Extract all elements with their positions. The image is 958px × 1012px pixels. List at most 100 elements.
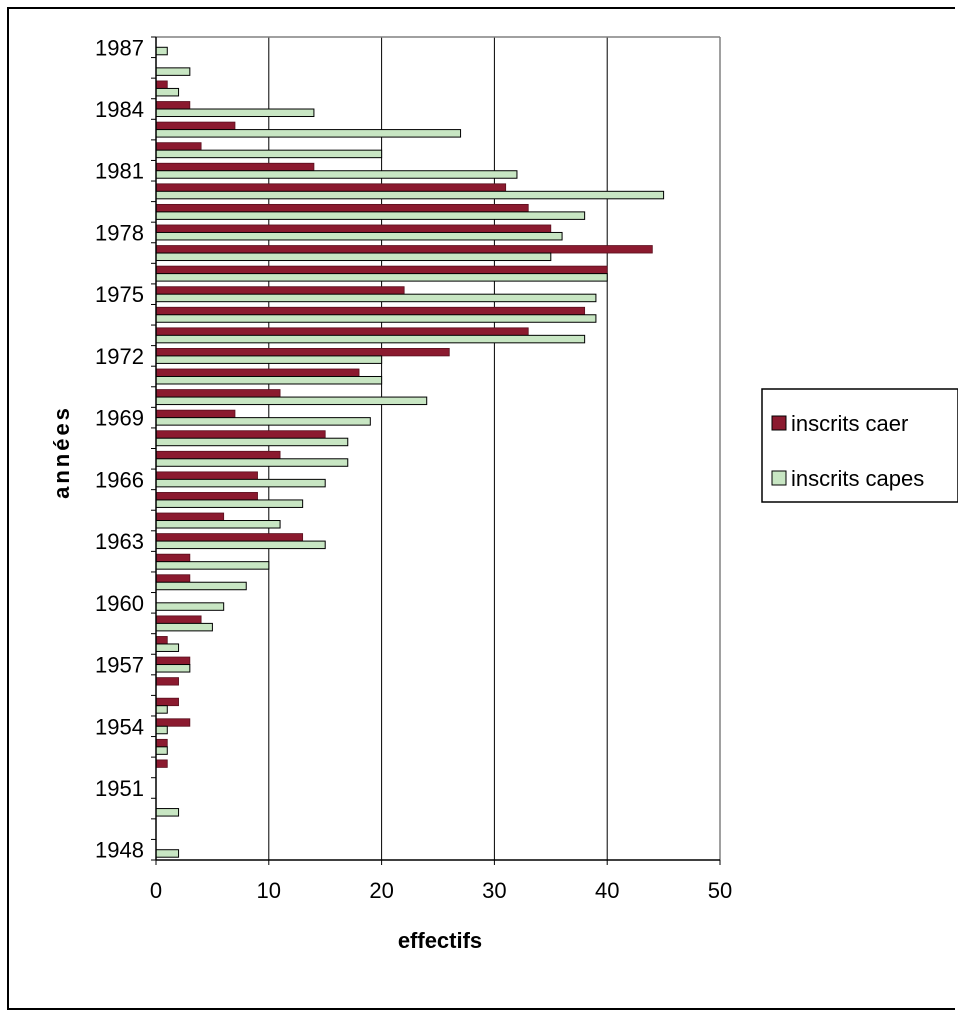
x-tick-label: 40 bbox=[595, 878, 619, 903]
bar-caer bbox=[155, 306, 586, 316]
bar-caer bbox=[155, 759, 168, 768]
y-tick-label: 1969 bbox=[95, 406, 144, 431]
bar-caer bbox=[155, 492, 258, 501]
y-tick-label: 1954 bbox=[95, 714, 144, 739]
bar-caer bbox=[155, 615, 202, 624]
bar-capes bbox=[155, 664, 191, 673]
bar-capes bbox=[155, 293, 597, 303]
bar-capes bbox=[155, 478, 326, 488]
grid-layer bbox=[155, 37, 721, 860]
bar-capes bbox=[155, 417, 371, 426]
bar-capes bbox=[155, 46, 168, 56]
bar-capes bbox=[155, 314, 597, 323]
bar-caer bbox=[155, 327, 529, 336]
bar-caer bbox=[155, 348, 450, 357]
x-tick-label: 20 bbox=[369, 878, 393, 903]
legend-label-capes: inscrits capes bbox=[791, 466, 924, 491]
axes-layer bbox=[151, 36, 721, 865]
bar-capes bbox=[155, 252, 552, 262]
y-tick-label: 1960 bbox=[95, 591, 144, 616]
bar-capes bbox=[155, 725, 168, 735]
bar-caer bbox=[155, 718, 191, 727]
bar-capes bbox=[155, 540, 326, 550]
bar-capes bbox=[155, 87, 180, 97]
y-tick-label: 1987 bbox=[95, 35, 144, 60]
bar-capes bbox=[155, 334, 586, 344]
x-tick-label: 30 bbox=[482, 878, 506, 903]
bar-caer bbox=[155, 389, 281, 398]
bar-caer bbox=[155, 656, 191, 665]
bar-caer bbox=[155, 697, 179, 707]
bar-caer bbox=[155, 101, 191, 110]
y-tick-label: 1948 bbox=[95, 838, 144, 863]
bar-caer bbox=[155, 368, 360, 377]
bar-capes bbox=[155, 149, 383, 159]
chart-frame bbox=[7, 7, 955, 1010]
bar-caer bbox=[155, 203, 529, 213]
bar-capes bbox=[155, 458, 349, 467]
bar-caer bbox=[155, 224, 552, 233]
bar-capes bbox=[155, 602, 225, 611]
bar-caer bbox=[155, 245, 653, 254]
bar-capes bbox=[155, 170, 518, 179]
bar-capes bbox=[155, 705, 168, 714]
y-tick-label: 1966 bbox=[95, 467, 144, 492]
y-tick-label: 1981 bbox=[95, 159, 144, 184]
bar-caer bbox=[155, 450, 281, 460]
bar-capes bbox=[155, 849, 180, 858]
bar-caer bbox=[155, 533, 304, 542]
bar-caer bbox=[155, 471, 258, 480]
bar-capes bbox=[155, 375, 383, 385]
x-tick-label: 10 bbox=[257, 878, 281, 903]
bar-capes bbox=[155, 231, 563, 241]
x-tick-label: 50 bbox=[708, 878, 732, 903]
bar-capes bbox=[155, 437, 349, 447]
bar-caer bbox=[155, 121, 236, 130]
bar-capes bbox=[155, 622, 213, 632]
legend-swatch-capes bbox=[771, 470, 787, 486]
legend-label-caer: inscrits caer bbox=[791, 411, 908, 436]
bar-capes bbox=[155, 211, 586, 220]
bars-layer bbox=[155, 46, 665, 858]
y-tick-label: 1984 bbox=[95, 97, 144, 122]
bar-capes bbox=[155, 581, 247, 591]
bar-capes bbox=[155, 396, 428, 406]
bar-capes bbox=[155, 643, 180, 652]
bar-capes bbox=[155, 561, 270, 570]
bar-caer bbox=[155, 183, 507, 192]
bar-capes bbox=[155, 129, 462, 138]
bar-caer bbox=[155, 738, 168, 748]
legend: inscrits caer inscrits capes bbox=[761, 388, 958, 503]
bar-capes bbox=[155, 108, 315, 118]
labels-layer: 0 10 20 30 40 50 1948 1951 1954 1957 1960 1963 1966 1… bbox=[95, 35, 732, 903]
bar-caer bbox=[155, 162, 315, 172]
bar-caer bbox=[155, 677, 179, 686]
y-tick-label: 1972 bbox=[95, 344, 144, 369]
bar-capes bbox=[155, 520, 281, 529]
legend-box bbox=[761, 388, 958, 503]
y-tick-label: 1978 bbox=[95, 220, 144, 245]
legend-swatch-caer bbox=[771, 415, 787, 431]
bar-capes bbox=[155, 499, 304, 508]
x-tick-label: 0 bbox=[150, 878, 162, 903]
bar-caer bbox=[155, 142, 202, 151]
y-tick-label: 1975 bbox=[95, 282, 144, 307]
y-tick-label: 1963 bbox=[95, 529, 144, 554]
x-axis-title: effectifs bbox=[398, 928, 482, 953]
bar-capes bbox=[155, 190, 665, 200]
bar-caer bbox=[155, 636, 168, 645]
bar-caer bbox=[155, 265, 608, 275]
bar-caer bbox=[155, 553, 191, 563]
bar-caer bbox=[155, 574, 191, 583]
bar-capes bbox=[155, 808, 180, 817]
bar-capes bbox=[155, 355, 383, 364]
bar-capes bbox=[155, 273, 608, 282]
bar-capes bbox=[155, 746, 168, 755]
bar-caer bbox=[155, 286, 405, 295]
y-tick-label: 1951 bbox=[95, 776, 144, 801]
y-tick-label: 1957 bbox=[95, 653, 144, 678]
bar-caer bbox=[155, 409, 236, 419]
bar-caer bbox=[155, 512, 225, 521]
y-axis-title: années bbox=[49, 405, 74, 499]
